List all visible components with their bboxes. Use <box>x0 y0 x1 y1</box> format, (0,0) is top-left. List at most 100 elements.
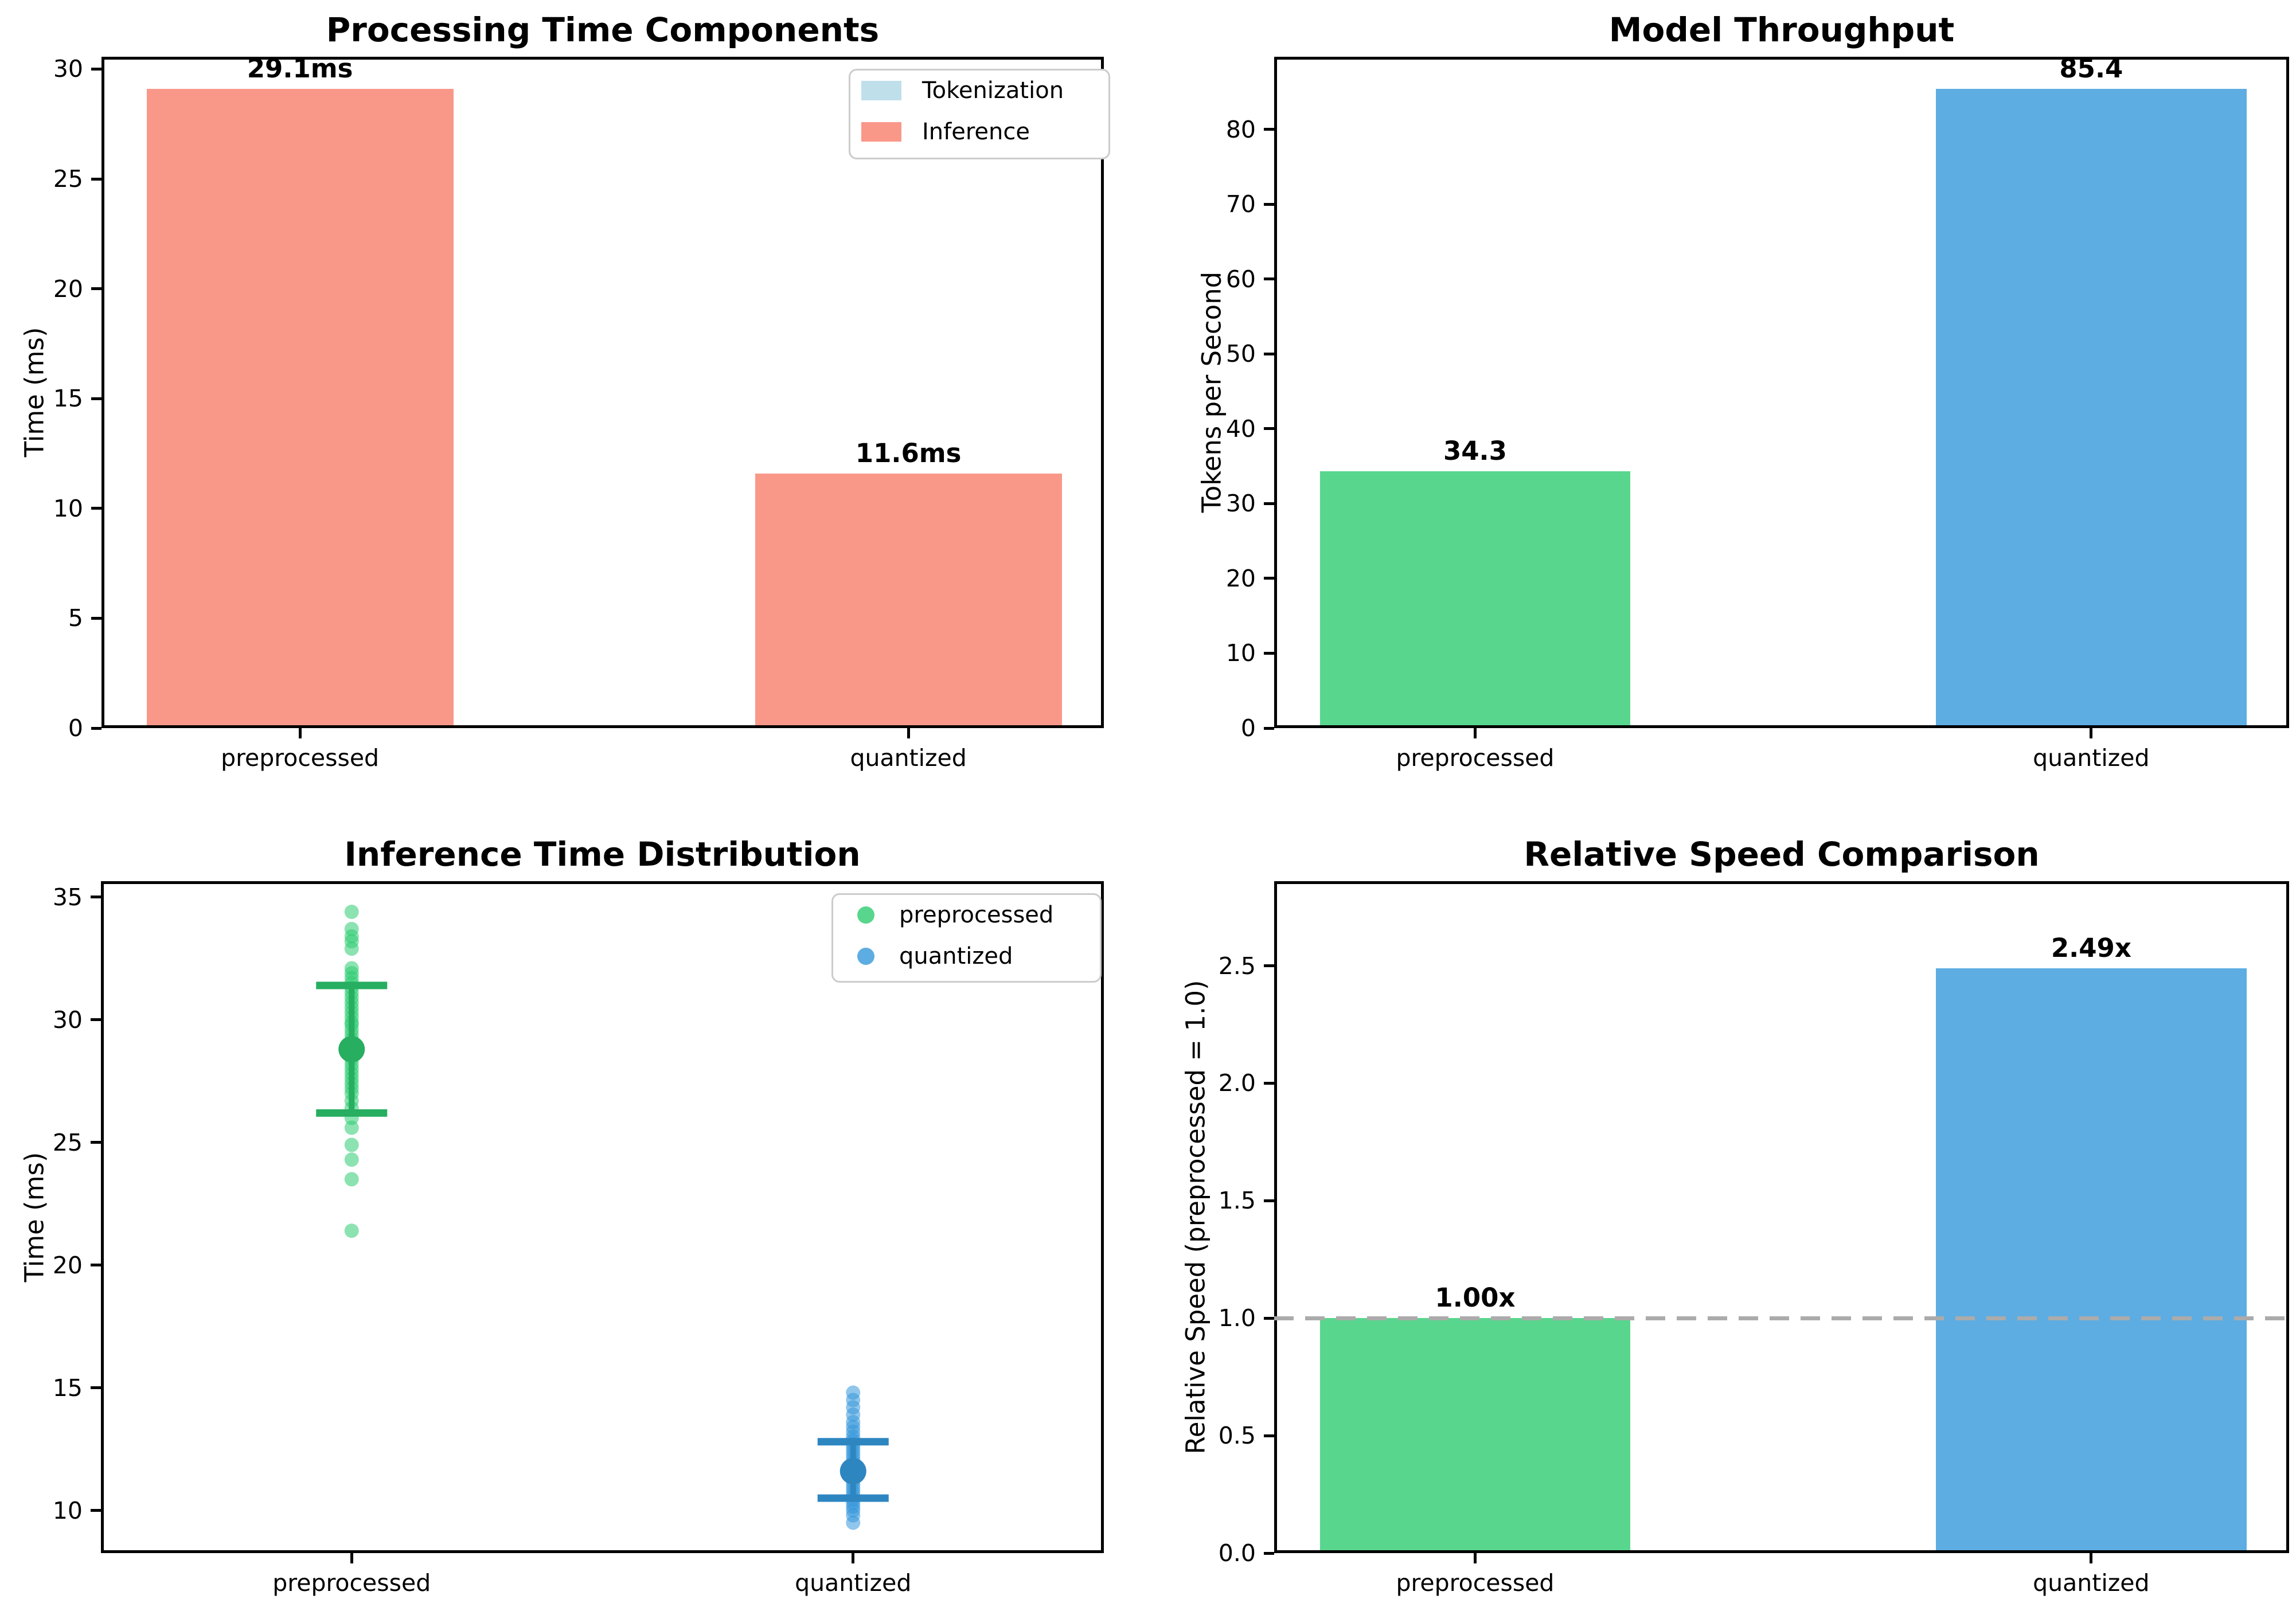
x-tick <box>852 1553 855 1563</box>
y-tick <box>91 896 101 899</box>
y-tick-label: 0.0 <box>1218 1539 1256 1567</box>
mean-marker <box>338 1036 365 1063</box>
x-tick <box>2090 1553 2093 1563</box>
y-tick <box>91 1386 101 1390</box>
x-tick <box>350 1553 353 1563</box>
strip-plot <box>316 904 889 1530</box>
x-tick <box>298 728 302 738</box>
y-tick <box>1264 502 1274 505</box>
y-tick-label: 60 <box>1225 265 1256 293</box>
y-tick-label: 50 <box>1225 340 1256 368</box>
y-tick-label: 70 <box>1225 190 1256 218</box>
legend-marker-preprocessed <box>857 906 874 924</box>
y-tick-label: 0.5 <box>1218 1422 1256 1450</box>
y-tick <box>1264 726 1274 730</box>
bar-quantized <box>1936 89 2247 728</box>
legend-swatch-tokenization <box>861 81 901 100</box>
chart-title-relative-speed: Relative Speed Comparison <box>1524 835 2040 874</box>
reference-line <box>1274 1316 2289 1320</box>
bar-preprocessed <box>1319 1318 1631 1553</box>
bar-value-label: 34.3 <box>1443 436 1507 467</box>
y-tick <box>1264 352 1274 355</box>
x-tick-label: preprocessed <box>272 1569 431 1597</box>
x-tick <box>1473 728 1477 738</box>
scatter-point <box>344 1172 359 1187</box>
scatter-point <box>344 1137 359 1152</box>
y-tick <box>1264 1081 1274 1085</box>
y-tick <box>91 67 101 71</box>
y-tick <box>1264 1316 1274 1320</box>
y-tick <box>1264 427 1274 431</box>
y-tick-label: 20 <box>53 275 83 303</box>
y-tick-label: 25 <box>53 165 83 193</box>
y-tick <box>1264 277 1274 281</box>
y-tick <box>1264 964 1274 968</box>
y-tick <box>1264 128 1274 131</box>
plot-area-relative-speed <box>1274 881 2289 1553</box>
scatter-point <box>344 1223 359 1238</box>
y-tick <box>1264 202 1274 206</box>
bar-value-label: 85.4 <box>2059 53 2123 84</box>
bar-quantized <box>1936 968 2247 1553</box>
x-tick-label: quantized <box>850 744 967 772</box>
plot-area-inference-distribution <box>101 881 1104 1553</box>
bar-value-label: 11.6ms <box>855 437 962 468</box>
y-tick-label: 35 <box>52 883 83 911</box>
bar-value-label: 29.1ms <box>247 53 353 84</box>
y-tick-label: 0 <box>68 714 83 742</box>
plot-area-model-throughput <box>1274 57 2289 728</box>
legend-marker-quantized <box>857 948 874 965</box>
y-tick-label: 15 <box>53 385 83 413</box>
legend-label: Inference <box>922 119 1030 145</box>
x-tick <box>2090 728 2093 738</box>
x-tick <box>907 728 910 738</box>
y-tick <box>91 507 101 510</box>
y-tick-label: 20 <box>52 1251 83 1279</box>
y-tick-label: 1.5 <box>1218 1187 1256 1215</box>
scatter-point <box>344 904 359 919</box>
x-tick-label: quantized <box>795 1569 912 1597</box>
legend-label: Tokenization <box>922 77 1064 104</box>
y-tick-label: 2.0 <box>1218 1069 1256 1097</box>
y-tick <box>91 177 101 181</box>
y-tick-label: 1.0 <box>1218 1304 1256 1332</box>
chart-title-processing-time: Processing Time Components <box>326 10 880 49</box>
y-tick-label: 30 <box>1225 490 1256 518</box>
bar-quantized <box>755 473 1062 728</box>
scatter-point <box>344 1120 359 1135</box>
y-tick <box>91 1141 101 1144</box>
y-tick-label: 10 <box>1225 639 1256 667</box>
y-tick <box>1264 651 1274 655</box>
y-tick-label: 25 <box>52 1128 83 1156</box>
mean-marker <box>839 1458 866 1485</box>
x-tick <box>1473 1553 1477 1563</box>
x-tick-label: quantized <box>2033 744 2150 772</box>
legend-label: quantized <box>899 943 1013 969</box>
y-tick-label: 80 <box>1225 115 1256 143</box>
y-tick <box>91 726 101 730</box>
x-tick-label: quantized <box>2033 1569 2150 1597</box>
x-tick-label: preprocessed <box>221 744 380 772</box>
x-tick-label: preprocessed <box>1396 744 1555 772</box>
y-tick-label: 10 <box>53 494 83 522</box>
y-tick <box>1264 1551 1274 1555</box>
y-tick <box>1264 1199 1274 1202</box>
y-tick-label: 30 <box>53 55 83 83</box>
bar-value-label: 1.00x <box>1435 1282 1516 1313</box>
y-tick <box>91 1509 101 1512</box>
y-tick-label: 5 <box>68 604 83 632</box>
scatter-point <box>344 1152 359 1167</box>
y-tick-label: 20 <box>1225 564 1256 592</box>
y-tick-label: 40 <box>1225 415 1256 443</box>
y-tick-label: 0 <box>1240 714 1256 742</box>
y-tick <box>91 616 101 620</box>
y-axis-label-tokens-per-second: Tokens per Second <box>1196 271 1227 513</box>
y-tick <box>91 287 101 291</box>
y-tick-label: 15 <box>52 1374 83 1402</box>
legend-label: preprocessed <box>899 902 1054 928</box>
scatter-point <box>846 1515 861 1530</box>
legend-swatch-inference <box>861 122 901 142</box>
y-tick <box>1264 577 1274 580</box>
bar-preprocessed <box>146 88 454 728</box>
